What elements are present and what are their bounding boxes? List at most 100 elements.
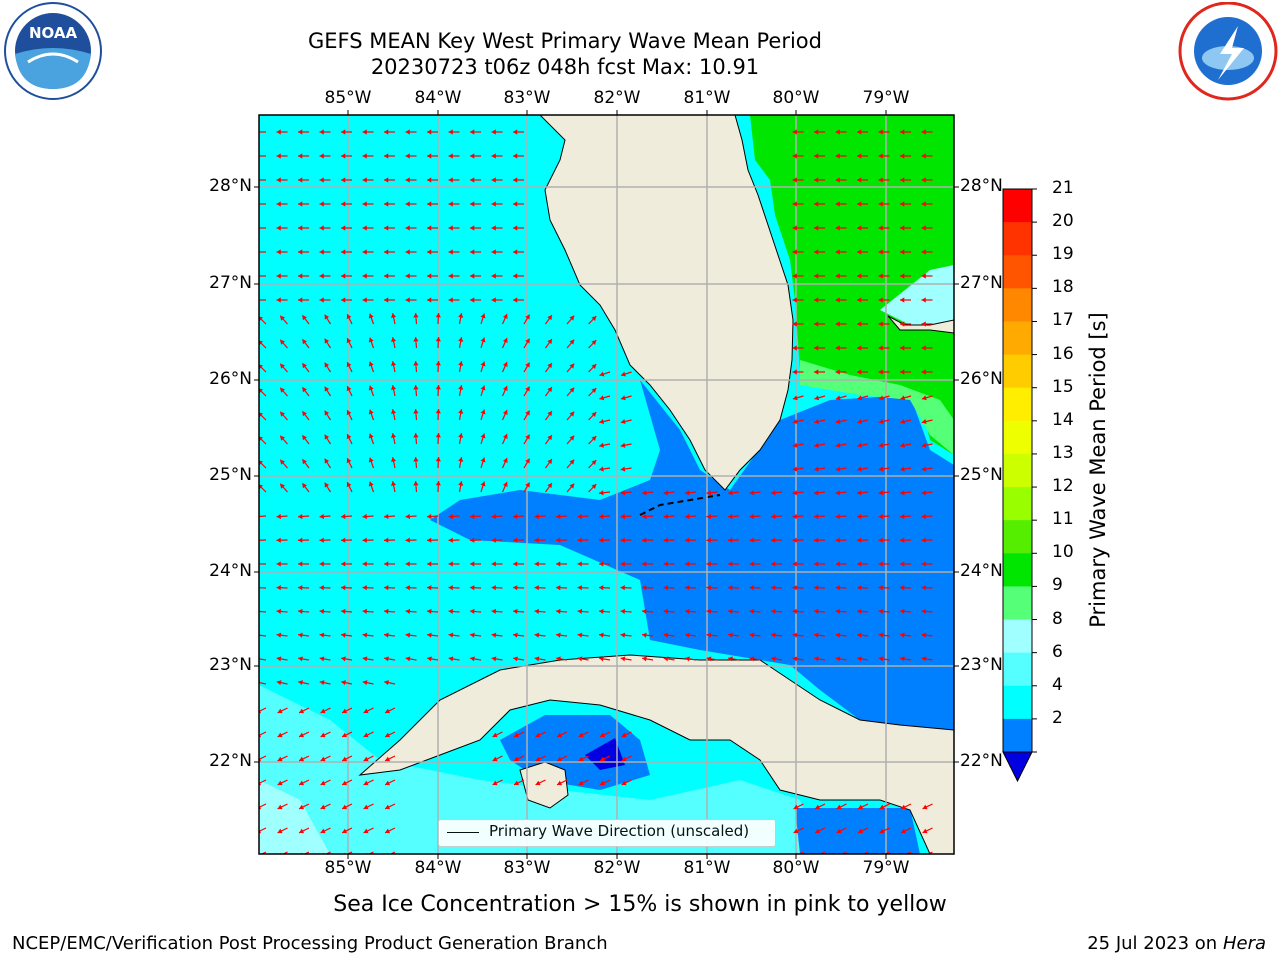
wave-direction-arrow — [391, 481, 397, 493]
wave-direction-arrow — [301, 410, 310, 421]
wave-direction-arrow — [900, 201, 911, 207]
wave-direction-arrow — [534, 632, 546, 638]
wave-direction-arrow — [835, 585, 847, 591]
wave-direction-arrow — [642, 490, 654, 496]
wave-direction-arrow — [879, 803, 890, 810]
wave-direction-arrow — [814, 369, 825, 375]
wave-direction-arrow — [391, 433, 397, 445]
wave-direction-arrow — [383, 561, 396, 567]
colorbar-segment — [1003, 288, 1032, 322]
wave-direction-arrow — [276, 297, 288, 303]
wave-direction-arrow — [599, 490, 611, 496]
wave-direction-arrow — [598, 537, 611, 543]
wave-direction-arrow — [435, 336, 441, 349]
wave-direction-arrow — [792, 632, 804, 638]
wave-direction-arrow — [878, 369, 890, 375]
colorbar-frame — [1002, 188, 1033, 753]
wave-direction-arrow — [566, 339, 575, 349]
wave-direction-arrow — [578, 755, 589, 762]
wave-direction-arrow — [279, 459, 288, 469]
wave-direction-arrow — [458, 385, 464, 397]
wave-direction-arrow — [427, 225, 438, 231]
wave-direction-arrow — [749, 632, 761, 638]
wave-direction-arrow — [427, 153, 438, 159]
wave-direction-arrow — [458, 361, 464, 373]
wave-direction-arrow — [814, 442, 826, 448]
wave-direction-arrow — [324, 410, 332, 421]
wave-direction-arrow — [878, 537, 890, 543]
wave-direction-arrow — [501, 337, 508, 349]
wave-direction-arrow — [297, 561, 310, 567]
wave-direction-arrow — [513, 656, 525, 662]
wave-direction-arrow — [341, 297, 352, 303]
wave-direction-arrow — [900, 466, 912, 472]
noaa-logo-text: NOAA — [29, 24, 78, 42]
wave-direction-arrow — [792, 442, 804, 448]
wave-direction-arrow — [921, 345, 933, 351]
wave-direction-arrow — [642, 656, 654, 662]
wave-direction-arrow — [448, 153, 460, 159]
wave-direction-arrow — [749, 656, 761, 662]
wave-direction-arrow — [491, 561, 503, 567]
wave-direction-arrow — [435, 480, 441, 493]
wave-direction-arrow — [814, 395, 826, 401]
wave-direction-arrow — [577, 632, 589, 638]
wave-direction-arrow — [319, 561, 331, 567]
wave-direction-arrow — [491, 608, 503, 614]
wave-direction-arrow — [383, 537, 396, 543]
wave-direction-arrow — [728, 656, 740, 662]
wave-direction-arrow — [663, 608, 675, 614]
wave-direction-arrow — [341, 680, 353, 686]
wave-direction-arrow — [362, 656, 374, 662]
wave-direction-arrow — [427, 632, 439, 638]
wave-direction-arrow — [324, 338, 332, 349]
wave-direction-arrow — [523, 314, 531, 325]
wave-direction-arrow — [301, 338, 310, 349]
wave-direction-arrow — [599, 466, 611, 472]
wave-direction-arrow — [684, 608, 697, 614]
wave-direction-arrow — [566, 411, 575, 421]
lon-tick-label-top: 85°W — [324, 88, 372, 108]
wave-direction-arrow — [793, 827, 804, 834]
wave-direction-arrow — [448, 249, 460, 255]
wave-direction-arrow — [384, 707, 396, 714]
wave-direction-arrow — [566, 363, 575, 373]
wave-direction-arrow — [276, 632, 288, 638]
wave-direction-arrow — [426, 513, 439, 520]
wave-direction-arrow — [814, 827, 826, 834]
wave-direction-arrow — [298, 827, 310, 834]
ocean-field-pale-cyan-bahamas — [880, 265, 954, 330]
wave-direction-arrow — [857, 632, 869, 638]
wave-direction-arrow — [276, 561, 288, 567]
wave-direction-arrow — [900, 129, 911, 135]
wave-direction-arrow — [276, 201, 288, 207]
wave-direction-arrow — [813, 585, 826, 591]
wave-direction-arrow — [319, 608, 331, 614]
wave-direction-arrow — [341, 225, 352, 231]
wave-direction-arrow — [598, 608, 611, 614]
wave-direction-arrow — [878, 513, 890, 520]
wave-direction-arrow — [319, 656, 331, 662]
wave-direction-arrow — [900, 803, 912, 810]
wave-direction-arrow — [620, 371, 632, 377]
wave-direction-arrow — [458, 409, 464, 421]
lon-tick-label-top: 84°W — [414, 88, 462, 108]
wave-direction-arrow — [435, 312, 441, 325]
lat-tick-label-right: 23°N — [960, 655, 1003, 675]
wave-direction-arrow — [641, 513, 654, 520]
wave-direction-arrow — [620, 608, 632, 614]
wave-direction-arrow — [921, 656, 933, 662]
wave-direction-arrow — [363, 827, 374, 834]
wave-direction-arrow — [458, 313, 464, 325]
map-title-line1: GEFS MEAN Key West Primary Wave Mean Per… — [308, 29, 822, 53]
colorbar-segment — [1003, 685, 1032, 720]
wave-direction-arrow — [620, 561, 632, 567]
colorbar-segment — [1003, 354, 1032, 389]
wave-direction-arrow — [391, 313, 397, 325]
wave-direction-arrow — [298, 779, 310, 786]
wave-direction-arrow — [921, 513, 933, 520]
wave-direction-arrow — [346, 481, 353, 493]
wave-direction-arrow — [491, 273, 503, 279]
wave-direction-arrow — [588, 411, 597, 421]
lat-tick-label-right: 28°N — [960, 176, 1003, 196]
